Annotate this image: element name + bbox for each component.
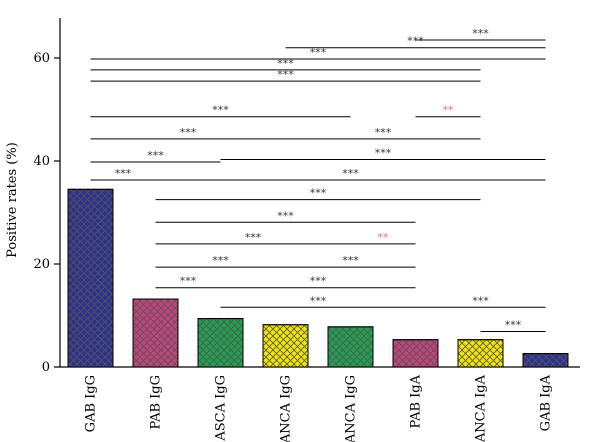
y-tick-label: 60 (33, 51, 50, 66)
significance-bracket: *** (90, 126, 286, 140)
significance-label: *** (277, 209, 294, 222)
bar-hatch (262, 324, 309, 368)
significance-label: *** (180, 126, 197, 139)
significance-bracket: *** (155, 209, 416, 223)
significance-label: *** (505, 318, 522, 331)
bar-1 (67, 188, 114, 368)
bar-3 (197, 318, 244, 368)
significance-bracket: *** (285, 126, 481, 140)
x-tick-label: ANCA IgG (344, 375, 359, 442)
bar-hatch (327, 326, 374, 368)
bar-5 (327, 326, 374, 368)
significance-bracket: ** (415, 104, 481, 118)
bar-hatch (392, 339, 439, 368)
significance-label: *** (310, 187, 327, 200)
significance-bracket: *** (90, 104, 351, 118)
x-tick-label: PAB IgG (149, 375, 164, 429)
significance-label: *** (115, 167, 132, 180)
significance-label: *** (342, 254, 359, 267)
significance-bracket: *** (155, 275, 221, 289)
significance-label: ** (443, 104, 455, 117)
x-tick-label: ANCA IgG (279, 375, 294, 442)
significance-bracket: *** (90, 68, 481, 82)
significance-label: *** (277, 57, 294, 70)
significance-label: *** (472, 27, 489, 40)
bar-hatch (132, 298, 179, 368)
category-labels: GAB IgG PAB IgG ASCA IgG ANCA IgG ANCA IgG PA… (84, 374, 554, 442)
bar-2 (132, 298, 179, 368)
y-ticks: 0 20 40 60 (33, 51, 60, 375)
bar-hatch (522, 353, 569, 368)
significance-bracket: *** (90, 57, 481, 71)
significance-bracket: *** (90, 149, 221, 163)
x-tick-label: ASCA IgG (214, 375, 229, 442)
significance-label: *** (375, 126, 392, 139)
significance-label: *** (212, 254, 229, 267)
y-tick-label: 0 (42, 360, 50, 375)
significance-label: *** (180, 275, 197, 288)
bar-7 (457, 339, 504, 368)
significance-label: *** (472, 294, 489, 307)
significance-bracket: ** (350, 231, 416, 245)
significance-bracket: *** (415, 294, 546, 308)
significance-bracket: *** (90, 46, 546, 60)
significance-label: *** (407, 35, 424, 48)
significance-label: *** (277, 68, 294, 81)
bar-hatch (67, 188, 114, 368)
bar-8 (522, 353, 569, 368)
significance-label: *** (212, 104, 229, 117)
significance-brackets: ****************** ***** ****** ****** *****… (90, 27, 546, 332)
x-tick-label: PAB IgA (409, 374, 424, 428)
significance-bracket: *** (285, 254, 416, 268)
bar-6 (392, 339, 439, 368)
x-tick-label: GAB IgA (539, 374, 554, 431)
significance-bracket: *** (155, 231, 351, 245)
y-axis-label: Positive rates (%) (5, 142, 20, 258)
significance-bracket: *** (155, 254, 286, 268)
bar-4 (262, 324, 309, 368)
significance-bracket: *** (220, 294, 416, 308)
significance-label: *** (245, 231, 262, 244)
significance-bracket: *** (155, 167, 546, 181)
significance-bracket: *** (90, 167, 156, 181)
significance-label: *** (310, 46, 327, 59)
bar-hatch (197, 318, 244, 368)
y-tick-label: 20 (33, 257, 50, 272)
significance-label: *** (375, 146, 392, 159)
significance-bracket: *** (415, 27, 546, 41)
significance-bracket: *** (220, 275, 416, 289)
x-tick-label: GAB IgG (84, 375, 99, 432)
significance-label: ** (378, 231, 390, 244)
significance-label: *** (147, 149, 164, 162)
significance-bracket: *** (285, 35, 546, 49)
significance-label: *** (310, 294, 327, 307)
significance-bracket: *** (155, 187, 481, 201)
bars (67, 188, 569, 368)
significance-bracket: *** (220, 146, 546, 160)
x-tick-label: ANCA IgA (474, 374, 489, 442)
y-tick-label: 40 (33, 154, 50, 169)
significance-label: *** (310, 275, 327, 288)
significance-bracket: *** (480, 318, 546, 332)
bar-hatch (457, 339, 504, 368)
significance-label: *** (342, 167, 359, 180)
